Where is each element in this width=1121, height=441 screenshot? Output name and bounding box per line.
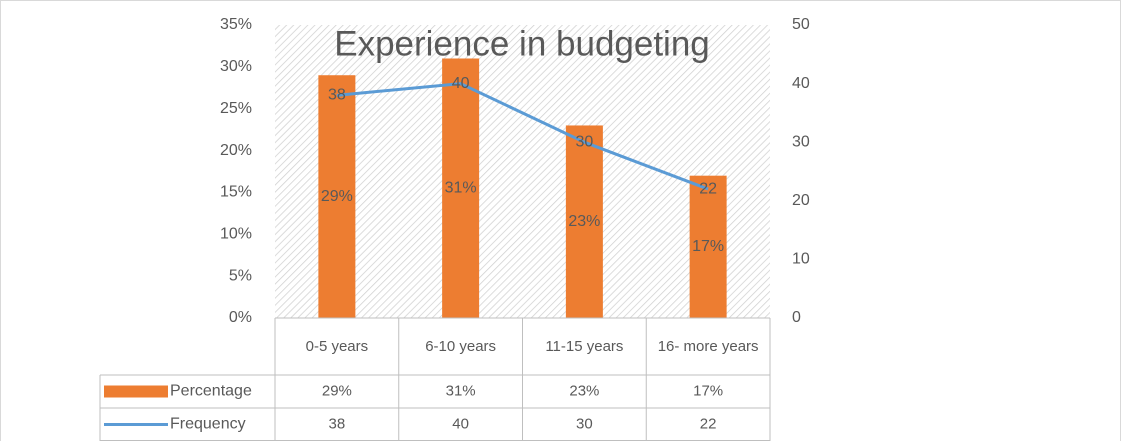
y-tick-label: 20% [220, 142, 252, 159]
x-tick-label-box: 0-5 years [305, 337, 369, 355]
x-tick-label-box: 16- more years [657, 337, 759, 355]
x-tick-label: 11-15 years [545, 337, 624, 355]
table-cell: 29% [322, 382, 352, 399]
bar-data-label: 23% [568, 213, 600, 230]
table-cell: 38 [329, 415, 346, 432]
y2-tick-label: 50 [792, 16, 810, 33]
y-tick-label: 5% [229, 267, 252, 284]
y-tick-label: 0% [229, 309, 252, 326]
y2-tick-label: 20 [792, 192, 810, 209]
table-cell: 40 [452, 415, 469, 432]
x-tick-label: 6-10 years [425, 337, 497, 355]
x-tick-label: 16- more years [657, 337, 759, 355]
x-tick-label-box: 6-10 years [425, 337, 497, 355]
table-cell: 22 [700, 415, 717, 432]
legend-label: Percentage [170, 383, 252, 400]
y-tick-label: 25% [220, 100, 252, 117]
table-cell: 30 [576, 415, 593, 432]
bar-data-label: 29% [321, 188, 353, 205]
y2-tick-label: 0 [792, 309, 801, 326]
y-tick-label: 35% [220, 16, 252, 33]
legend-key [104, 385, 168, 398]
y2-tick-label: 40 [792, 75, 810, 92]
bar [442, 58, 480, 318]
x-tick-label: 0-5 years [305, 337, 369, 355]
bar [565, 125, 603, 318]
chart-title: Experience in budgeting [334, 24, 710, 63]
table-cell: 17% [693, 382, 723, 399]
line-data-label: 38 [328, 87, 346, 104]
table-cell: 31% [446, 382, 476, 399]
bar [318, 75, 356, 318]
y-tick-label: 10% [220, 226, 252, 243]
plot-area [275, 25, 770, 318]
bar-data-label: 17% [692, 238, 724, 255]
line-data-label: 40 [452, 75, 470, 92]
table-cell: 23% [569, 382, 599, 399]
bar-data-label: 31% [445, 179, 477, 196]
x-tick-label-box: 11-15 years [545, 337, 624, 355]
y-tick-label: 15% [220, 184, 252, 201]
bar [689, 175, 727, 318]
y-tick-label: 30% [220, 58, 252, 75]
line-series [336, 82, 709, 191]
y2-tick-label: 30 [792, 133, 810, 150]
line-data-label: 22 [699, 180, 717, 197]
line-data-label: 30 [575, 133, 593, 150]
y2-tick-label: 10 [792, 251, 810, 268]
legend-label: Frequency [170, 416, 246, 433]
